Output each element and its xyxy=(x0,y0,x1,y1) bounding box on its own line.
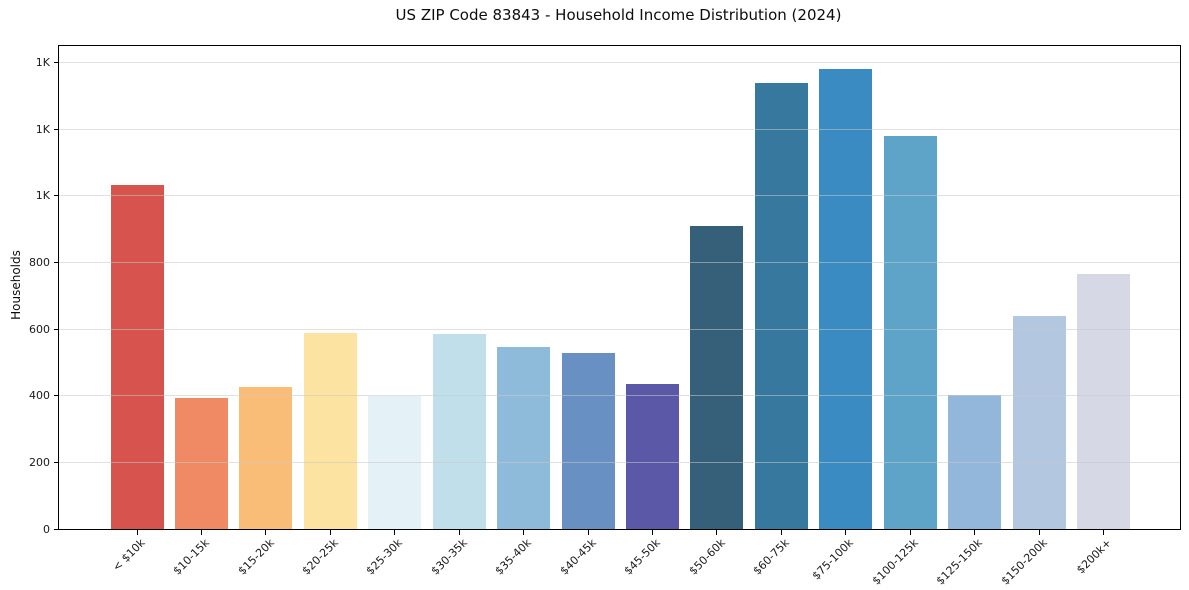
x-tick-label: $40-45k xyxy=(557,536,599,578)
gridline xyxy=(59,128,1180,130)
x-tick-label: $200k+ xyxy=(1073,536,1114,577)
y-tick-label: 1K xyxy=(35,189,50,203)
bar-20-25k xyxy=(303,333,357,529)
x-tick-label: $15-20k xyxy=(235,536,277,578)
y-tick xyxy=(54,195,58,197)
bar-125-150k xyxy=(948,394,1002,529)
bar-10-15k xyxy=(174,398,228,529)
bar-50-60k xyxy=(690,226,744,529)
bar-40-45k xyxy=(561,353,615,529)
x-tick xyxy=(458,530,460,535)
y-axis-label: Households xyxy=(9,250,23,320)
x-tick-label: $10-15k xyxy=(170,536,212,578)
bar-200k xyxy=(1076,274,1130,529)
x-tick xyxy=(587,530,589,535)
x-tick xyxy=(394,530,396,535)
y-tick-label: 600 xyxy=(29,322,50,336)
y-tick xyxy=(54,128,58,130)
gridline xyxy=(59,461,1180,463)
y-tick-label: 200 xyxy=(29,455,50,469)
x-tick xyxy=(651,530,653,535)
x-tick xyxy=(845,530,847,535)
plot-area: < $10k $10-15k $15-20k $20-25k $25-30k $30-35… xyxy=(29,45,1181,587)
gridline xyxy=(59,261,1180,263)
gridline xyxy=(59,328,1180,330)
bar-10k xyxy=(110,185,164,529)
x-tick xyxy=(136,530,138,535)
y-tick-label: 400 xyxy=(29,389,50,403)
x-tick xyxy=(265,530,267,535)
y-tick-label: 1K xyxy=(35,122,50,136)
x-tick-label: $45-50k xyxy=(621,536,663,578)
gridline xyxy=(59,395,1180,397)
x-tick xyxy=(780,530,782,535)
y-tick-label: 1K xyxy=(35,55,50,69)
x-tick-label: $35-40k xyxy=(492,536,535,578)
x-tick xyxy=(1102,530,1104,535)
x-tick-label: $30-35k xyxy=(428,536,470,578)
y-tick xyxy=(54,395,58,397)
y-tick xyxy=(54,461,58,463)
x-tick xyxy=(716,530,718,535)
gridline xyxy=(59,61,1180,63)
y-tick-label: 800 xyxy=(29,255,50,269)
x-tick-label: $75-100k xyxy=(810,536,857,583)
bar-30-35k xyxy=(432,334,486,529)
x-tick-label: $125-150k xyxy=(933,536,986,588)
bar-75-100k xyxy=(819,69,873,529)
x-tick-label: < $10k xyxy=(109,536,148,574)
x-tick-label: $60-75k xyxy=(750,536,792,578)
bar-45-50k xyxy=(625,384,679,529)
y-tick xyxy=(54,261,58,263)
bar-100-125k xyxy=(883,136,937,529)
y-tick-label: 0 xyxy=(43,522,50,536)
x-tick-label: $150-200k xyxy=(998,536,1050,588)
y-tick xyxy=(54,61,58,63)
x-tick-label: $50-60k xyxy=(686,536,728,578)
gridline xyxy=(59,195,1180,197)
x-tick xyxy=(909,530,911,535)
x-tick-label: $25-30k xyxy=(363,536,406,578)
y-tick xyxy=(54,328,58,330)
y-tick xyxy=(54,528,58,530)
x-tick xyxy=(329,530,331,535)
bar-35-40k xyxy=(497,347,551,529)
x-tick xyxy=(523,530,525,535)
chart-title: US ZIP Code 83843 - Household Income Dis… xyxy=(395,6,842,24)
x-tick-label: $100-125k xyxy=(869,536,921,588)
x-tick xyxy=(1038,530,1040,535)
x-tick xyxy=(974,530,976,535)
x-tick xyxy=(200,530,202,535)
bar-60-75k xyxy=(754,83,808,529)
x-tick-label: $20-25k xyxy=(299,536,341,578)
bar-150-200k xyxy=(1012,316,1066,529)
bar-15-20k xyxy=(239,387,293,529)
